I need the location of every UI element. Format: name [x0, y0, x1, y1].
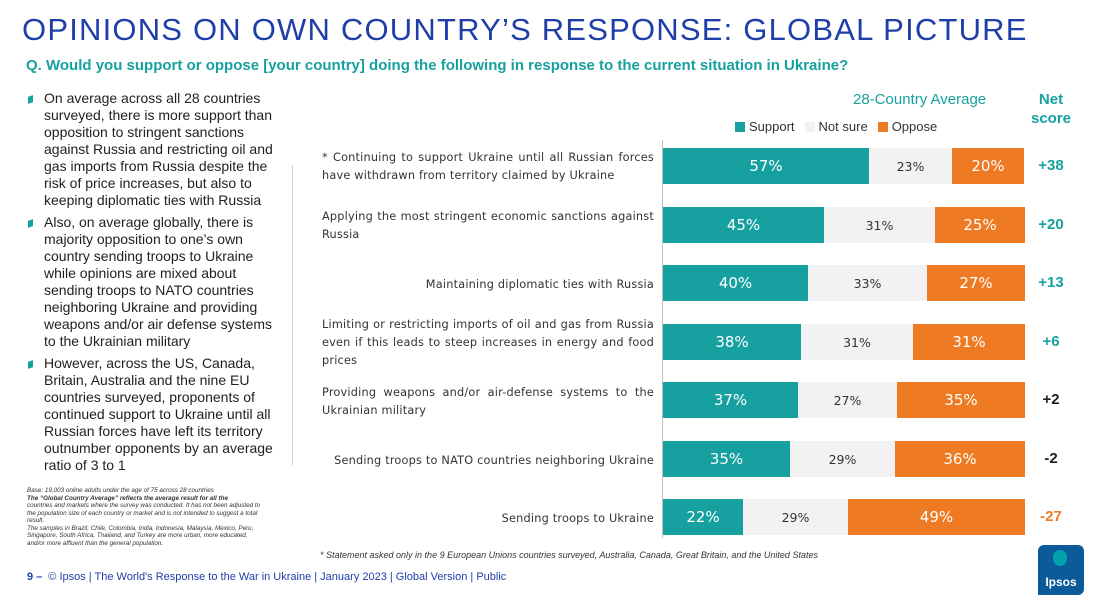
row-label: Applying the most stringent economic san…: [322, 210, 654, 241]
gca-note: countries and markets where the survey w…: [27, 502, 261, 524]
bar-oppose: 25%: [935, 207, 1025, 243]
legend-item-support: Support: [735, 119, 795, 134]
net-score: +2: [1042, 391, 1060, 408]
bar-notsure: 27%: [798, 382, 897, 418]
samples-note: The samples in Brazil, Chile, Colombia, …: [27, 524, 254, 547]
bar-oppose: 36%: [895, 441, 1025, 477]
row-label: Sending troops to Ukraine: [501, 512, 654, 525]
legend-item-notsure: Not sure: [804, 119, 868, 134]
bar-support: 38%: [663, 324, 801, 360]
bar-support: 35%: [663, 441, 790, 477]
bar-support: 22%: [663, 499, 743, 535]
footer-text: © Ipsos | The World's Response to the Wa…: [48, 571, 507, 583]
divider: [292, 165, 293, 465]
bar-notsure: 31%: [824, 207, 935, 243]
legend-label-notsure: Not sure: [818, 119, 868, 134]
bar-support: 37%: [663, 382, 798, 418]
bar-notsure: 29%: [743, 499, 848, 535]
row-label: Providing weapons and/or air-defense sys…: [322, 386, 654, 417]
row-label: Sending troops to NATO countries neighbo…: [334, 454, 654, 467]
survey-question: Q. Would you support or oppose [your cou…: [26, 57, 849, 74]
ipsos-logo: Ipsos: [1038, 545, 1084, 595]
bar-oppose: 35%: [897, 382, 1025, 418]
net-score: +13: [1038, 274, 1064, 291]
bar-support: 40%: [663, 265, 808, 301]
row-label: * Continuing to support Ukraine until al…: [322, 151, 654, 182]
bar-support: 45%: [663, 207, 824, 243]
net-score: +6: [1042, 333, 1060, 350]
net-score: +38: [1038, 157, 1064, 174]
gca-note-bold: The “Global Country Average” reflects th…: [27, 494, 228, 502]
bar-notsure: 31%: [801, 324, 913, 360]
base-note: Base: 19,003 online adults under the age…: [27, 487, 214, 494]
chart-legend: Support Not sure Oppose: [735, 119, 947, 134]
slide-title: OPINIONS ON OWN COUNTRY’S RESPONSE: GLOB…: [22, 12, 1028, 47]
legend-swatch-support: [735, 121, 745, 132]
legend-swatch-oppose: [877, 121, 888, 132]
net-score: -27: [1040, 508, 1062, 525]
methodology-note: Base: 19,003 online adults under the age…: [27, 487, 265, 547]
logo-mark-icon: [1053, 550, 1067, 566]
page-number: 9 –: [27, 571, 43, 583]
page-footer: 9 – © Ipsos | The World's Response to the…: [27, 571, 506, 583]
row-label: Maintaining diplomatic ties with Russia: [425, 278, 654, 291]
net-score: -2: [1044, 450, 1058, 467]
row-label: Limiting or restricting imports of oil a…: [322, 318, 654, 367]
bullet-item: On average across all 28 countries surve…: [28, 90, 280, 209]
net-score: +20: [1038, 216, 1064, 233]
bullet-item: Also, on average globally, there is majo…: [28, 214, 280, 350]
chart-footnote: * Statement asked only in the 9 European…: [320, 550, 818, 560]
bar-notsure: 23%: [869, 148, 952, 184]
bar-support: 57%: [663, 148, 869, 184]
legend-label-support: Support: [749, 119, 795, 134]
bar-notsure: 33%: [808, 265, 927, 301]
bar-oppose: 49%: [848, 499, 1025, 535]
summary-bullets: On average across all 28 countries surve…: [28, 90, 280, 479]
bullet-item: However, across the US, Canada, Britain,…: [28, 355, 280, 474]
net-score-header: Net score: [1030, 91, 1072, 127]
bar-oppose: 31%: [913, 324, 1025, 360]
legend-swatch-notsure: [804, 121, 815, 132]
bar-notsure: 29%: [790, 441, 895, 477]
logo-text: Ipsos: [1045, 575, 1077, 589]
average-label: 28-Country Average: [853, 91, 987, 108]
legend-label-oppose: Oppose: [891, 119, 938, 134]
bar-oppose: 27%: [927, 265, 1025, 301]
bar-oppose: 20%: [952, 148, 1024, 184]
legend-item-oppose: Oppose: [877, 119, 938, 134]
chart-axis: [662, 140, 663, 538]
